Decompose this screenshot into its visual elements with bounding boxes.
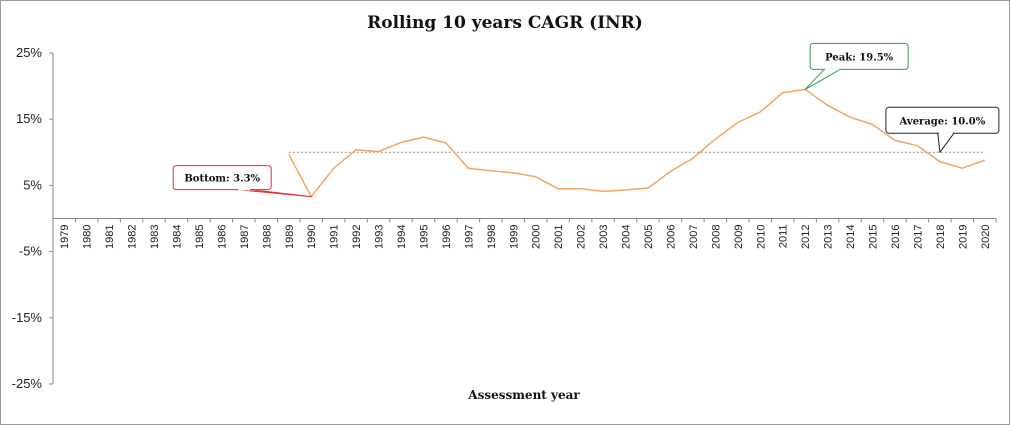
x-axis: 1979 1980 1981 1982 1983 1984 1985 1986 1987 1988… xyxy=(52,218,997,249)
x-tick-label: 2009 xyxy=(733,225,745,249)
callout-box xyxy=(172,165,272,191)
x-tick-label: 1988 xyxy=(261,225,273,249)
x-axis-title: Assessment year xyxy=(467,388,580,402)
x-tick-label: 2000 xyxy=(531,225,543,249)
callouts-group: Bottom: 3.3% Peak: 19.5% Average: 10.0% xyxy=(172,42,1000,198)
x-tick-label: 2012 xyxy=(800,225,812,249)
callout-pointer xyxy=(236,189,312,198)
x-tick-label: 2006 xyxy=(665,225,677,249)
x-tick-label: 1997 xyxy=(463,225,475,249)
x-tick-label: 1993 xyxy=(374,225,386,249)
peak-callout: Peak: 19.5% xyxy=(804,42,909,90)
x-tick-label: 1996 xyxy=(441,225,453,249)
x-tick-label: 2010 xyxy=(755,225,767,249)
x-tick-label: 2002 xyxy=(576,225,588,249)
x-tick-label: 2004 xyxy=(621,225,633,249)
x-tick-label: 1986 xyxy=(216,225,228,249)
x-tick-label: 2007 xyxy=(688,225,700,249)
x-tick-label: 2005 xyxy=(643,225,655,249)
x-tick-label: 1983 xyxy=(149,225,161,249)
x-tick-label: 2014 xyxy=(845,225,857,249)
y-tick-label: 15% xyxy=(16,111,42,126)
callout-label: Peak: 19.5% xyxy=(825,52,894,63)
x-tick-label: 1981 xyxy=(104,225,116,249)
chart-title: Rolling 10 years CAGR (INR) xyxy=(367,13,643,33)
x-tick-label: 1990 xyxy=(306,225,318,249)
callout-label: Average: 10.0% xyxy=(899,116,986,127)
series-group xyxy=(288,88,986,198)
callout-pointer xyxy=(804,68,841,90)
x-tick-label: 2008 xyxy=(710,225,722,249)
x-tick-label: 2013 xyxy=(823,225,835,249)
x-tick-label: 1992 xyxy=(351,225,363,249)
y-tick-label: -5% xyxy=(19,244,43,259)
x-tick-label: 2020 xyxy=(980,225,992,249)
y-tick-label: -15% xyxy=(12,310,43,325)
x-tick-label: 2018 xyxy=(935,225,947,249)
bottom-callout: Bottom: 3.3% xyxy=(172,165,312,198)
x-tick-label: 2017 xyxy=(912,225,924,249)
y-tick-label: 5% xyxy=(23,177,42,192)
x-tick-label: 1980 xyxy=(82,225,94,249)
cagr-line xyxy=(288,88,986,198)
x-tick-label: 1991 xyxy=(329,225,341,249)
x-tick-label: 1982 xyxy=(127,225,139,249)
x-tick-label: 2019 xyxy=(957,225,969,249)
x-tick-label: 1994 xyxy=(396,225,408,249)
x-tick-label: 2001 xyxy=(553,225,565,249)
callout-pointer xyxy=(937,132,955,153)
x-tick-label: 1995 xyxy=(418,225,430,249)
callout-box xyxy=(809,42,909,70)
x-tick-label: 1998 xyxy=(486,224,498,248)
average-callout: Average: 10.0% xyxy=(885,106,1000,153)
x-tick-label: 1984 xyxy=(171,225,183,249)
x-tick-label: 2003 xyxy=(598,225,610,249)
x-tick-label: 1989 xyxy=(284,225,296,249)
x-tick-label: 1999 xyxy=(508,225,520,249)
callout-label: Bottom: 3.3% xyxy=(184,174,260,185)
x-tick-label: 1987 xyxy=(239,225,251,249)
x-tick-label: 2011 xyxy=(778,225,790,249)
y-tick-label: 25% xyxy=(16,45,42,60)
x-tick-label: 1985 xyxy=(194,225,206,249)
x-tick-label: 2016 xyxy=(890,225,902,249)
x-tick-label: 2015 xyxy=(868,225,880,249)
y-tick-label: -25% xyxy=(12,376,43,391)
y-axis: 25% 15% 5% -5% -15% -25% xyxy=(12,45,54,391)
x-tick-label: 1979 xyxy=(59,225,71,249)
